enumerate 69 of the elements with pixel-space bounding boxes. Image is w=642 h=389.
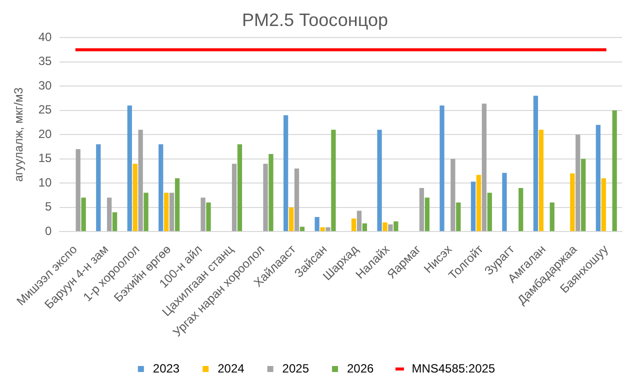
bar [138, 130, 143, 232]
bar [144, 192, 148, 232]
bar [232, 164, 237, 232]
bar [237, 144, 242, 232]
bar [314, 217, 320, 232]
bar [377, 130, 382, 232]
legend-label: 2023 [152, 361, 180, 376]
chart-title: PM2.5 Тоосонцор [242, 10, 388, 30]
bar [356, 210, 362, 232]
bar [576, 134, 580, 232]
bar [81, 198, 86, 232]
bar [424, 198, 430, 232]
y-tick-label: 0 [45, 224, 52, 238]
bar [320, 227, 325, 232]
bar [440, 106, 444, 232]
bar [283, 115, 288, 232]
bar [288, 207, 294, 232]
y-tick-label: 30 [38, 78, 52, 92]
bar [158, 144, 164, 232]
bar [382, 222, 388, 232]
bar [268, 154, 274, 232]
bar [476, 174, 482, 232]
legend-label: 2025 [282, 361, 310, 376]
y-tick-label: 25 [38, 102, 52, 117]
bar [388, 224, 393, 232]
y-tick-label: 35 [38, 54, 52, 68]
bar [132, 164, 138, 232]
bar [351, 218, 356, 232]
y-tick-label: 20 [38, 126, 52, 141]
bar [76, 149, 80, 232]
bar [533, 96, 538, 232]
bar [470, 182, 476, 232]
bar [169, 192, 174, 232]
bar [596, 124, 601, 232]
bar [164, 192, 169, 232]
bar [450, 158, 456, 232]
bar [538, 130, 544, 232]
bar [107, 198, 112, 232]
bar [174, 178, 180, 232]
bar [502, 172, 507, 232]
y-tick-label: 10 [38, 175, 52, 190]
y-axis-title: агуулалж, мкг/м3 [12, 87, 26, 182]
bar [419, 188, 424, 232]
bar [263, 164, 268, 232]
bar [362, 223, 368, 232]
bar [570, 173, 575, 232]
bar [294, 168, 300, 232]
legend-label: 2024 [218, 361, 245, 376]
y-tick-label: 5 [45, 200, 52, 214]
bar [112, 212, 118, 232]
bar [612, 110, 617, 232]
y-tick-label: 15 [38, 151, 52, 166]
bar [456, 202, 461, 232]
bar [326, 227, 330, 232]
legend-label: MNS4585:2025 [412, 361, 496, 376]
bar [96, 144, 101, 232]
bar [581, 158, 586, 232]
bar [550, 202, 554, 232]
bar [482, 104, 486, 232]
bar [601, 178, 606, 232]
bar [487, 192, 492, 232]
bar [200, 198, 206, 232]
legend-label: 2026 [347, 361, 374, 376]
bar [518, 188, 524, 232]
y-tick-label: 40 [38, 30, 52, 44]
bar [127, 106, 132, 232]
bar [206, 202, 211, 232]
bar [394, 221, 398, 232]
bar [331, 130, 336, 232]
